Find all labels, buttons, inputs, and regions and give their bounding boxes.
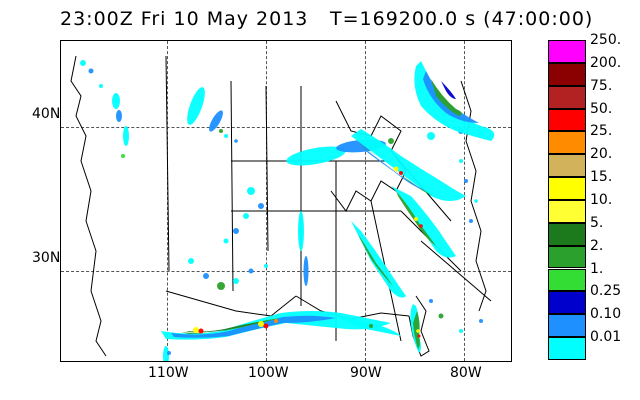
- legend-label-75: 75.: [590, 78, 612, 94]
- legend-band-2[interactable]: [548, 246, 586, 269]
- legend-band-75[interactable]: [548, 86, 586, 109]
- us-map-svg: [61, 41, 511, 361]
- legend-label-0.01: 0.01: [590, 329, 621, 345]
- lat-label-30n: 30N: [32, 250, 60, 266]
- legend-band-250[interactable]: [548, 40, 586, 63]
- legend-label-2: 2.: [590, 238, 603, 254]
- legend-band-50[interactable]: [548, 109, 586, 132]
- legend-band-0.10[interactable]: [548, 314, 586, 337]
- lon-label-80w: 80W: [450, 365, 482, 381]
- legend-label-250: 250.: [590, 32, 621, 48]
- legend-band-1[interactable]: [548, 269, 586, 292]
- legend-band-200[interactable]: [548, 63, 586, 86]
- legend-band-25[interactable]: [548, 131, 586, 154]
- lon-label-100w: 100W: [248, 365, 289, 381]
- legend-label-20: 20.: [590, 146, 612, 162]
- legend-label-50: 50.: [590, 101, 612, 117]
- legend-band-15[interactable]: [548, 177, 586, 200]
- precipitation-legend[interactable]: 250. 200. 75. 50. 25. 20. 15. 10. 5. 2. …: [548, 40, 586, 360]
- legend-label-10: 10.: [590, 192, 612, 208]
- legend-label-1: 1.: [590, 261, 603, 277]
- legend-band-20[interactable]: [548, 154, 586, 177]
- time-field-label: T=169200.0 s (47:00:00): [330, 8, 593, 30]
- lon-label-110w: 110W: [148, 365, 189, 381]
- legend-label-0.25: 0.25: [590, 283, 621, 299]
- legend-label-0.10: 0.10: [590, 306, 621, 322]
- legend-band-0.01[interactable]: [548, 337, 586, 360]
- legend-label-200: 200.: [590, 55, 621, 71]
- lat-label-40n: 40N: [32, 106, 60, 122]
- datetime-label: 23:00Z Fri 10 May 2013: [60, 8, 308, 30]
- legend-band-5[interactable]: [548, 223, 586, 246]
- radar-map-viewer: 23:00Z Fri 10 May 2013 T=169200.0 s (47:…: [0, 0, 640, 400]
- lon-label-90w: 90W: [350, 365, 382, 381]
- legend-label-15: 15.: [590, 169, 612, 185]
- legend-label-25: 25.: [590, 123, 612, 139]
- legend-label-5: 5.: [590, 215, 603, 231]
- legend-band-0.25[interactable]: [548, 291, 586, 314]
- legend-band-10[interactable]: [548, 200, 586, 223]
- us-map-frame[interactable]: [60, 40, 512, 362]
